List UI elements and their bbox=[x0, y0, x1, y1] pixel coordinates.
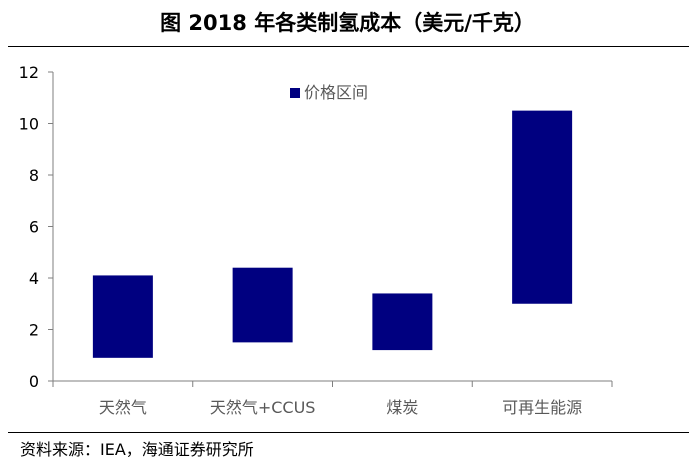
range-bar-chart: 0 2 4 6 8 10 12 天然气 天然气+CCUS 煤炭 可再生能源 价格区间 bbox=[19, 63, 613, 417]
y-tick-label: 10 bbox=[19, 115, 39, 134]
range-bar bbox=[232, 267, 293, 343]
range-bar bbox=[372, 293, 433, 351]
x-tick-label: 煤炭 bbox=[386, 398, 418, 417]
x-tick-label: 可再生能源 bbox=[502, 398, 582, 417]
x-axis: 天然气 天然气+CCUS 煤炭 可再生能源 bbox=[52, 380, 613, 417]
y-tick-label: 2 bbox=[29, 321, 39, 340]
source-note: 资料来源：IEA，海通证券研究所 bbox=[20, 440, 254, 459]
x-tick-label: 天然气 bbox=[99, 398, 147, 417]
title-divider bbox=[8, 46, 689, 47]
chart-title: 图 2018 年各类制氢成本（美元/千克） bbox=[160, 11, 535, 35]
y-axis: 0 2 4 6 8 10 12 bbox=[19, 63, 54, 391]
legend-swatch bbox=[290, 88, 300, 98]
legend: 价格区间 bbox=[290, 83, 368, 102]
x-tick-label: 天然气+CCUS bbox=[210, 398, 316, 417]
source-divider bbox=[8, 432, 689, 433]
range-bar bbox=[92, 275, 153, 358]
y-tick-label: 6 bbox=[29, 218, 39, 237]
bars bbox=[92, 110, 573, 358]
y-tick-label: 8 bbox=[29, 166, 39, 185]
y-tick-label: 4 bbox=[29, 269, 39, 288]
legend-label: 价格区间 bbox=[304, 83, 368, 102]
y-tick-label: 12 bbox=[19, 63, 39, 82]
y-tick-label: 0 bbox=[29, 372, 39, 391]
range-bar bbox=[512, 110, 573, 304]
